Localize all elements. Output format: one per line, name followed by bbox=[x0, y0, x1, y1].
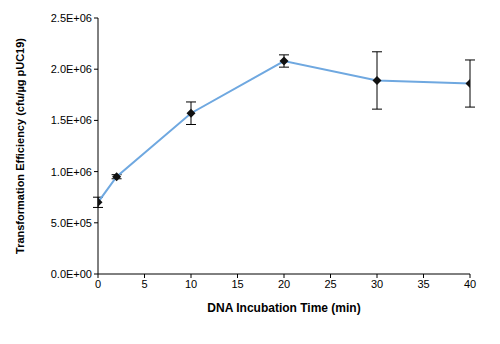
svg-text:10: 10 bbox=[185, 278, 197, 290]
svg-text:2.5E+06: 2.5E+06 bbox=[51, 12, 92, 24]
svg-text:25: 25 bbox=[324, 278, 336, 290]
svg-text:1.5E+06: 1.5E+06 bbox=[51, 114, 92, 126]
svg-text:DNA Incubation Time (min): DNA Incubation Time (min) bbox=[207, 301, 360, 315]
svg-text:1.0E+06: 1.0E+06 bbox=[51, 166, 92, 178]
svg-text:40: 40 bbox=[464, 278, 476, 290]
svg-text:2.0E+06: 2.0E+06 bbox=[51, 63, 92, 75]
svg-text:0.0E+00: 0.0E+00 bbox=[51, 268, 92, 280]
svg-text:35: 35 bbox=[417, 278, 429, 290]
svg-text:20: 20 bbox=[278, 278, 290, 290]
svg-text:30: 30 bbox=[371, 278, 383, 290]
svg-text:0: 0 bbox=[95, 278, 101, 290]
svg-text:5: 5 bbox=[141, 278, 147, 290]
svg-text:5.0E+05: 5.0E+05 bbox=[51, 217, 92, 229]
svg-text:Transformation Efficiency (cfu: Transformation Efficiency (cfu/µg pUC19) bbox=[14, 38, 26, 254]
svg-text:15: 15 bbox=[231, 278, 243, 290]
